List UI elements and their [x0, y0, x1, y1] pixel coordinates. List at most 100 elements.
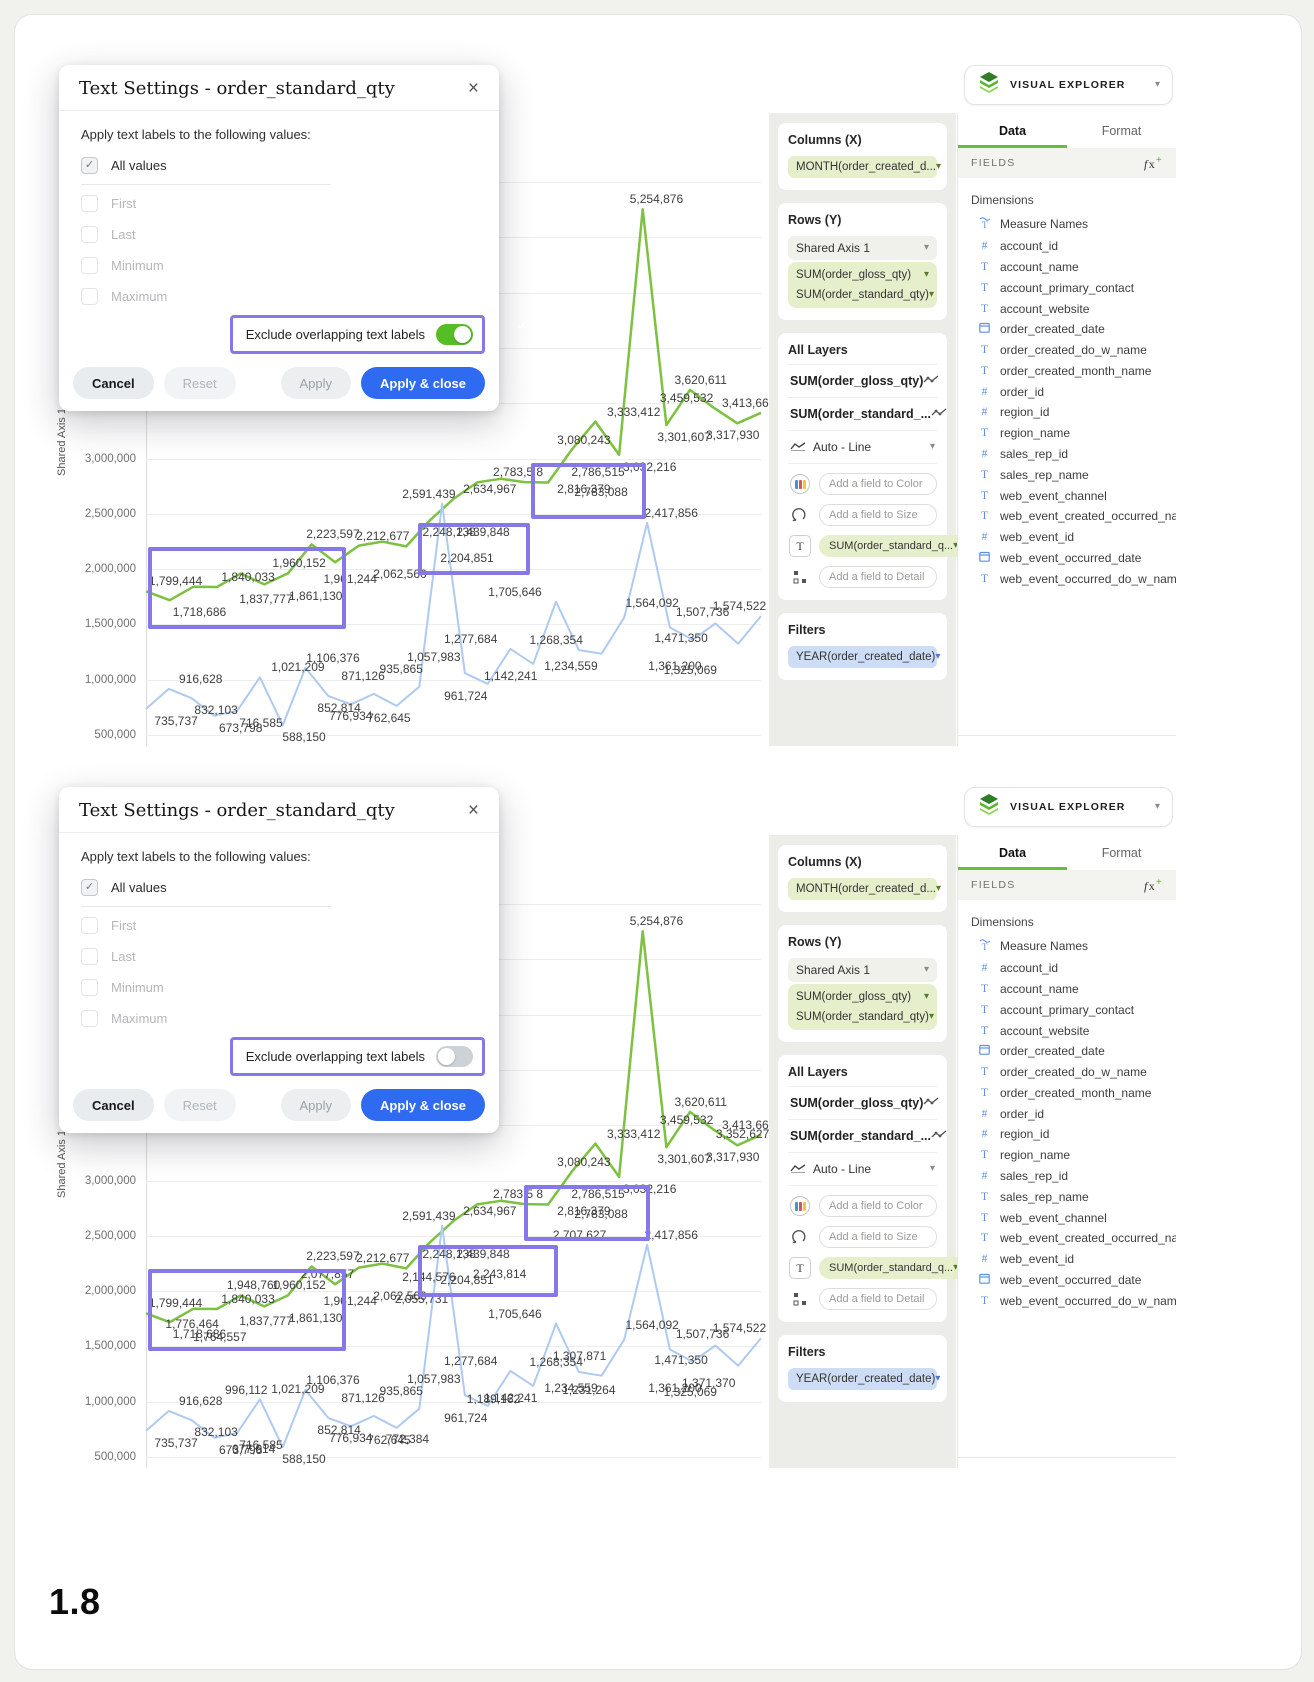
field-item[interactable]: # order_id: [958, 381, 1176, 402]
tab-format[interactable]: Format: [1101, 124, 1142, 138]
detail-field-input[interactable]: Add a field to Detail: [819, 566, 937, 588]
chevron-down-icon[interactable]: ▾: [935, 883, 941, 894]
checkbox-icon[interactable]: ✓: [81, 879, 98, 896]
checkbox-icon[interactable]: [81, 979, 98, 996]
chevron-down-icon[interactable]: ▾: [928, 1011, 934, 1022]
field-item[interactable]: order_created_date: [958, 319, 1176, 340]
field-item[interactable]: # region_id: [958, 1124, 1176, 1145]
filter-pill[interactable]: YEAR(order_created_date) ▾: [788, 1368, 941, 1390]
checkbox-icon[interactable]: [81, 226, 98, 243]
rows-pill-standard[interactable]: SUM(order_standard_qty) ▾: [796, 285, 934, 305]
tab-data[interactable]: Data: [958, 113, 1067, 148]
color-field-input[interactable]: Add a field to Color: [819, 1195, 937, 1217]
field-item[interactable]: # sales_rep_id: [958, 444, 1176, 465]
chevron-down-icon[interactable]: ▾: [929, 441, 935, 452]
field-item[interactable]: # order_id: [958, 1103, 1176, 1124]
checkbox-icon[interactable]: [81, 257, 98, 274]
color-field-input[interactable]: Add a field to Color: [819, 473, 937, 495]
apply-button[interactable]: Apply: [280, 1089, 352, 1121]
chevron-down-icon[interactable]: ▾: [953, 540, 959, 551]
checkbox-option[interactable]: Last: [81, 219, 477, 250]
field-item[interactable]: # sales_rep_id: [958, 1166, 1176, 1187]
checkbox-option[interactable]: ✓ All values: [81, 150, 477, 181]
columns-pill[interactable]: MONTH(order_created_d... ▾: [788, 878, 941, 900]
field-item[interactable]: T Measure Names: [958, 213, 1176, 236]
layer-gloss[interactable]: SUM(order_gloss_qty): [788, 1087, 939, 1120]
rows-pill-gloss[interactable]: SUM(order_gloss_qty) ▾: [796, 987, 929, 1007]
mark-type-selector[interactable]: Auto - Line ▾: [788, 1153, 937, 1186]
field-item[interactable]: # web_event_id: [958, 527, 1176, 548]
chevron-down-icon[interactable]: ▾: [923, 242, 929, 253]
checkbox-option[interactable]: First: [81, 188, 477, 219]
field-item[interactable]: order_created_date: [958, 1041, 1176, 1062]
add-calculated-field-icon[interactable]: fx+: [1144, 876, 1163, 893]
chevron-down-icon[interactable]: ▾: [953, 1262, 959, 1273]
chevron-down-icon[interactable]: ▾: [1154, 801, 1160, 812]
checkbox-option[interactable]: Minimum: [81, 250, 477, 281]
field-item[interactable]: # region_id: [958, 402, 1176, 423]
filter-pill[interactable]: YEAR(order_created_date) ▾: [788, 646, 941, 668]
visual-explorer-button[interactable]: VISUAL EXPLORER ▾: [964, 65, 1173, 105]
mark-type-selector[interactable]: Auto - Line ▾: [788, 431, 937, 464]
chevron-down-icon[interactable]: ▾: [923, 269, 929, 280]
chevron-down-icon[interactable]: ▾: [935, 651, 941, 662]
rows-pill-gloss[interactable]: SUM(order_gloss_qty) ▾: [796, 265, 929, 285]
chevron-down-icon[interactable]: ▾: [935, 1373, 941, 1384]
chevron-down-icon[interactable]: ▾: [928, 289, 934, 300]
columns-pill[interactable]: MONTH(order_created_d... ▾: [788, 156, 941, 178]
tab-format[interactable]: Format: [1101, 846, 1142, 860]
field-item[interactable]: # web_event_id: [958, 1249, 1176, 1270]
checkbox-option[interactable]: ✓ All values: [81, 872, 477, 903]
shared-axis-row[interactable]: Shared Axis 1 ▾: [788, 236, 937, 260]
add-calculated-field-icon[interactable]: fx+: [1144, 154, 1163, 171]
close-icon[interactable]: ×: [467, 800, 479, 821]
exclude-overlap-toggle[interactable]: ✓: [436, 1046, 473, 1067]
field-item[interactable]: # account_id: [958, 958, 1176, 979]
size-field-input[interactable]: Add a field to Size: [819, 1226, 937, 1248]
layer-gloss[interactable]: SUM(order_gloss_qty): [788, 365, 939, 398]
detail-field-input[interactable]: Add a field to Detail: [819, 1288, 937, 1310]
layer-standard[interactable]: SUM(order_standard_...: [788, 1120, 947, 1153]
field-item[interactable]: web_event_occurred_date: [958, 1270, 1176, 1291]
shared-axis-row[interactable]: Shared Axis 1 ▾: [788, 958, 937, 982]
field-item[interactable]: T Measure Names: [958, 935, 1176, 958]
checkbox-option[interactable]: Minimum: [81, 972, 477, 1003]
layer-standard[interactable]: SUM(order_standard_...: [788, 398, 947, 431]
checkbox-icon[interactable]: [81, 948, 98, 965]
apply-button[interactable]: Apply: [280, 367, 352, 399]
checkbox-icon[interactable]: ✓: [81, 157, 98, 174]
checkbox-option[interactable]: Maximum: [81, 281, 477, 312]
apply-close-button[interactable]: Apply & close: [361, 367, 485, 399]
checkbox-icon[interactable]: [81, 288, 98, 305]
field-item[interactable]: # account_id: [958, 236, 1176, 257]
apply-close-button[interactable]: Apply & close: [361, 1089, 485, 1121]
chevron-down-icon[interactable]: ▾: [935, 161, 941, 172]
cancel-button[interactable]: Cancel: [73, 1089, 154, 1121]
rows-pill-standard[interactable]: SUM(order_standard_qty) ▾: [796, 1007, 934, 1027]
cancel-button[interactable]: Cancel: [73, 367, 154, 399]
checkbox-option[interactable]: First: [81, 910, 477, 941]
checkbox-option[interactable]: Maximum: [81, 1003, 477, 1034]
chevron-down-icon[interactable]: ▾: [923, 991, 929, 1002]
tab-data[interactable]: Data: [958, 835, 1067, 870]
chevron-down-icon[interactable]: ▾: [1154, 79, 1160, 90]
close-icon[interactable]: ×: [467, 78, 479, 99]
chevron-down-icon[interactable]: ▾: [923, 964, 929, 975]
size-field-input[interactable]: Add a field to Size: [819, 504, 937, 526]
